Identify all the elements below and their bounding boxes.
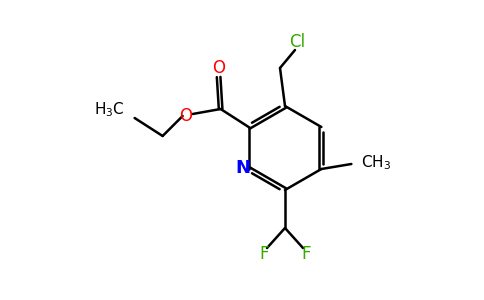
Text: N: N bbox=[236, 159, 251, 177]
Text: F: F bbox=[259, 245, 269, 263]
Text: H$_3$C: H$_3$C bbox=[94, 101, 124, 119]
Text: CH$_3$: CH$_3$ bbox=[362, 154, 392, 172]
Text: O: O bbox=[179, 107, 192, 125]
Text: O: O bbox=[212, 59, 225, 77]
Text: F: F bbox=[301, 245, 311, 263]
Text: Cl: Cl bbox=[289, 33, 305, 51]
